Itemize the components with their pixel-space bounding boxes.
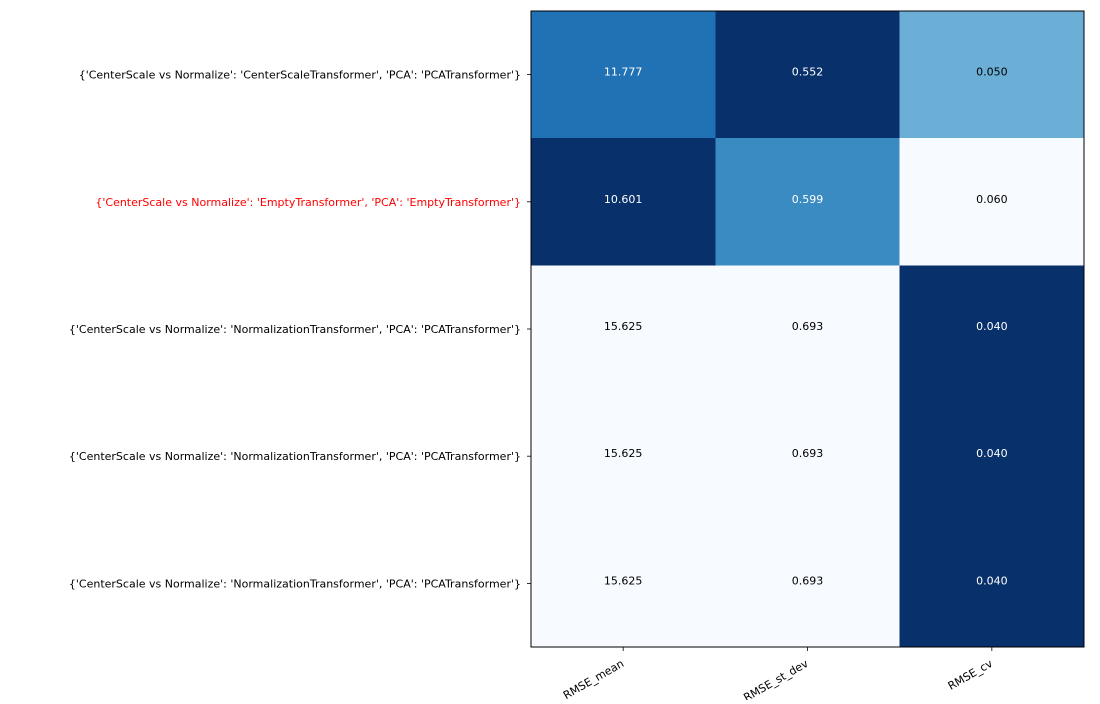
y-tick-label-highlighted: {'CenterScale vs Normalize': 'EmptyTrans… xyxy=(95,196,521,209)
cell-value-label: 0.693 xyxy=(792,320,824,333)
x-tick-label: RMSE_mean xyxy=(561,657,626,700)
cell-value-label: 0.599 xyxy=(792,193,824,206)
cell-value-label: 15.625 xyxy=(604,574,643,587)
cell-value-label: 0.040 xyxy=(976,447,1008,460)
cell-value-label: 0.552 xyxy=(792,66,824,79)
cell-value-label: 0.060 xyxy=(976,193,1008,206)
x-tick-label: RMSE_cv xyxy=(946,657,995,693)
cell-value-label: 15.625 xyxy=(604,447,643,460)
y-tick-label: {'CenterScale vs Normalize': 'Normalizat… xyxy=(69,323,521,336)
cell-value-label: 0.050 xyxy=(976,66,1008,79)
cell-value-label: 0.040 xyxy=(976,574,1008,587)
cell-value-label: 0.693 xyxy=(792,447,824,460)
cell-value-label: 11.777 xyxy=(604,66,643,79)
y-tick-label: {'CenterScale vs Normalize': 'Normalizat… xyxy=(69,450,521,463)
cell-value-label: 10.601 xyxy=(604,193,643,206)
y-tick-label: {'CenterScale vs Normalize': 'CenterScal… xyxy=(79,69,521,82)
x-tick-label: RMSE_st_dev xyxy=(741,657,811,700)
cell-value-label: 15.625 xyxy=(604,320,643,333)
y-tick-label: {'CenterScale vs Normalize': 'Normalizat… xyxy=(69,577,521,590)
cell-value-label: 0.040 xyxy=(976,320,1008,333)
cell-value-label: 0.693 xyxy=(792,574,824,587)
